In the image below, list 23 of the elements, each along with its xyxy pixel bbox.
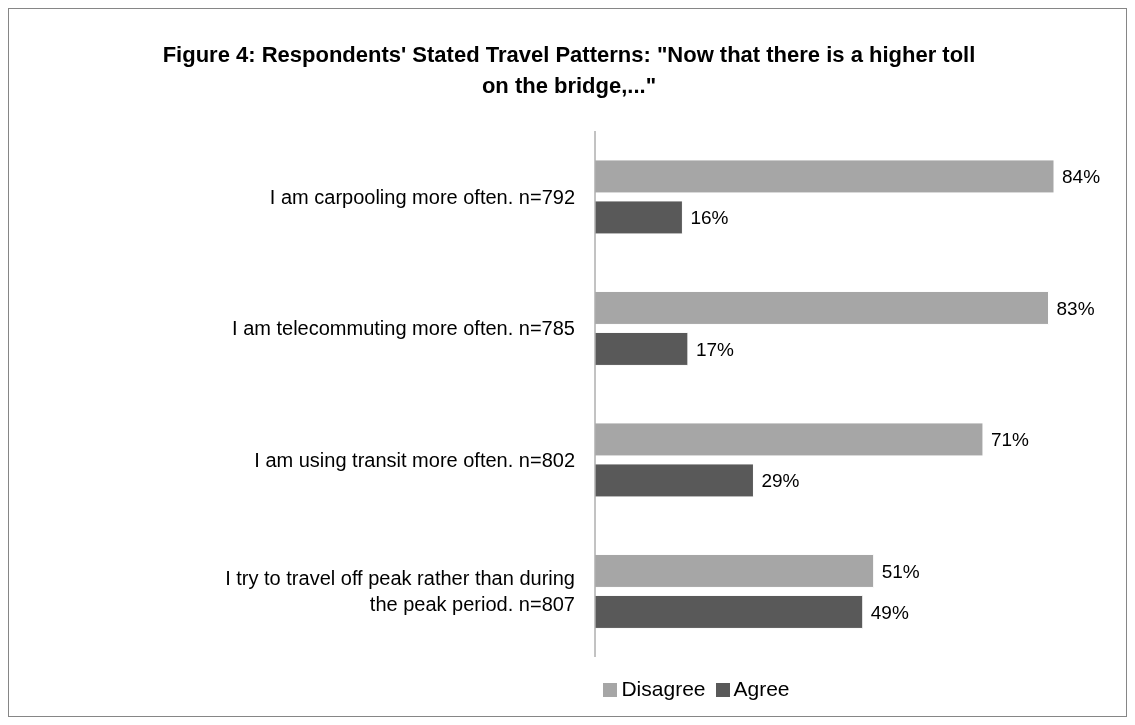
legend-label: Disagree <box>621 677 706 700</box>
data-label: 49% <box>870 601 909 623</box>
chart-title: Figure 4: Respondents' Stated Travel Patterns: "Now that there is a higher toll on the bridge,..." <box>161 41 977 100</box>
bar <box>595 463 754 498</box>
data-label: 71% <box>990 429 1030 451</box>
y-tick-label: I am using transit more often. n=802 <box>254 448 575 471</box>
bar <box>595 331 689 366</box>
bar <box>595 594 864 629</box>
y-tick-label: I try to travel off peak rather than during the peak period. n=807 <box>225 567 575 616</box>
data-label: 83% <box>1056 297 1095 319</box>
bar <box>595 200 683 235</box>
data-label: 84% <box>1062 166 1101 188</box>
bar <box>595 290 1050 325</box>
y-tick-label: I am telecommuting more often. n=785 <box>232 317 575 340</box>
data-label: 16% <box>690 207 729 229</box>
bar <box>595 422 984 457</box>
data-label: 51% <box>881 560 920 582</box>
y-tick-label: I am carpooling more often. n=792 <box>269 185 575 208</box>
bar <box>595 159 1054 194</box>
bar <box>595 553 875 588</box>
data-label: 17% <box>695 338 735 360</box>
data-label: 29% <box>761 470 800 492</box>
legend-label: Agree <box>733 677 790 700</box>
